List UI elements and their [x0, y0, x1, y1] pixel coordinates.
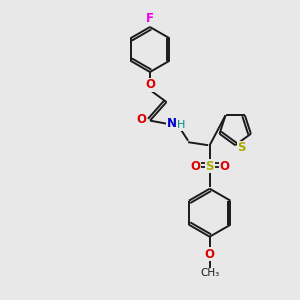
Text: O: O — [145, 78, 155, 92]
Text: O: O — [205, 248, 215, 261]
Text: O: O — [190, 160, 200, 173]
Text: O: O — [136, 112, 146, 126]
Text: S: S — [238, 141, 246, 154]
Text: O: O — [219, 160, 229, 173]
Text: CH₃: CH₃ — [200, 268, 219, 278]
Text: N: N — [167, 117, 177, 130]
Text: S: S — [206, 160, 214, 173]
Text: F: F — [146, 12, 154, 25]
Text: H: H — [176, 120, 185, 130]
